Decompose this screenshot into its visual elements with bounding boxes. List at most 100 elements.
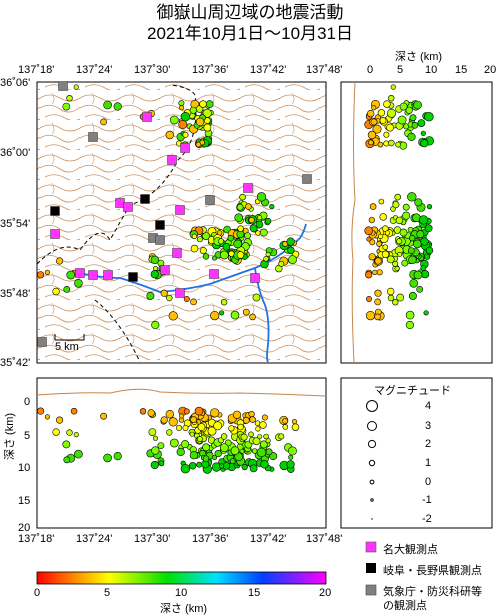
- right-depth-tick-2: 10: [425, 64, 438, 76]
- earthquake-event: [230, 446, 240, 456]
- earthquake-event: [232, 410, 242, 419]
- earthquake-event: [74, 278, 83, 288]
- earthquake-event: [183, 408, 190, 415]
- earthquake-event: [412, 239, 422, 249]
- earthquake-event: [103, 453, 112, 463]
- colorbar-label: 深さ (km): [160, 603, 208, 615]
- right-depth-tick-0: 0: [367, 64, 374, 76]
- earthquake-event: [291, 423, 300, 431]
- magnitude-legend-box: [340, 377, 493, 529]
- earthquake-event: [219, 463, 225, 469]
- earthquake-event: [282, 418, 288, 424]
- earthquake-event: [219, 310, 225, 316]
- station-marker: [58, 81, 68, 91]
- earthquake-event: [227, 234, 234, 242]
- earthquake-event: [70, 407, 78, 415]
- earthquake-event: [383, 140, 390, 147]
- earthquake-event: [195, 141, 202, 148]
- earthquake-event: [369, 239, 376, 246]
- bottom-lon-tick-1: 137˚24': [76, 533, 113, 545]
- earthquake-event: [396, 293, 405, 302]
- earthquake-event: [219, 250, 229, 260]
- colorbar-tick-0: 0: [34, 587, 41, 599]
- earthquake-event: [378, 198, 385, 205]
- earthquake-event: [180, 464, 191, 474]
- earthquake-event: [420, 237, 429, 246]
- earthquake-event: [66, 270, 76, 280]
- map-lon-tick-0: 137˚18': [18, 64, 55, 76]
- earthquake-event: [386, 255, 395, 264]
- earthquake-event: [409, 234, 416, 242]
- earthquake-event: [291, 419, 298, 425]
- earthquake-event: [113, 102, 122, 111]
- mag-label-4: 4: [425, 400, 432, 412]
- map-lat-tick-4: 35˚42': [0, 357, 31, 369]
- earthquake-event: [392, 201, 400, 209]
- earthquake-event: [397, 251, 403, 257]
- earthquake-event: [424, 253, 431, 260]
- earthquake-event: [364, 226, 374, 235]
- station-marker: [243, 183, 253, 193]
- earthquake-event: [139, 408, 147, 415]
- earthquake-event: [259, 421, 267, 429]
- map-lat-tick-0: 36˚06': [0, 77, 31, 89]
- earthquake-event: [55, 257, 64, 265]
- earthquake-event: [218, 238, 225, 245]
- earthquake-event: [390, 84, 396, 90]
- earthquake-event: [207, 426, 217, 436]
- earthquake-event: [413, 100, 422, 110]
- earthquake-event: [376, 240, 382, 247]
- earthquake-event: [407, 192, 417, 202]
- bottom-depth-tick-0: 0: [24, 396, 31, 408]
- mag-label-neg1: -1: [422, 494, 432, 506]
- station-marker: [175, 205, 185, 215]
- earthquake-event: [63, 285, 71, 293]
- earthquake-event: [222, 242, 231, 251]
- earthquake-event: [368, 253, 376, 261]
- mag-label-neg2: -2: [422, 513, 432, 525]
- bottom-depth-tick-3: 15: [18, 495, 31, 507]
- earthquake-event: [148, 428, 157, 436]
- earthquake-event: [402, 203, 410, 211]
- bottom-lon-tick-0: 137˚18': [18, 533, 55, 545]
- earthquake-event: [366, 236, 372, 242]
- bottom-depth-ylabel: 深さ (km): [4, 412, 16, 460]
- earthquake-event: [378, 233, 384, 239]
- legend-label-jma-nied-1: 気象庁・防災科研等: [383, 586, 482, 598]
- earthquake-event: [395, 141, 401, 148]
- earthquake-event: [405, 320, 415, 330]
- earthquake-event: [169, 438, 179, 448]
- earthquake-event: [157, 442, 165, 449]
- earthquake-event: [189, 451, 199, 460]
- earthquake-event: [237, 423, 244, 431]
- mag-label-1: 1: [425, 457, 432, 469]
- earthquake-event: [397, 115, 407, 125]
- depth-panel-right: [340, 81, 493, 364]
- earthquake-event: [44, 414, 51, 420]
- earthquake-event: [44, 269, 51, 276]
- map-lat-tick-1: 36˚00': [0, 147, 31, 159]
- earthquake-event: [229, 458, 236, 465]
- earthquake-event: [252, 293, 261, 302]
- earthquake-event: [396, 238, 403, 245]
- earthquake-event: [278, 433, 285, 440]
- earthquake-event: [202, 455, 210, 462]
- station-marker: [75, 268, 85, 278]
- station-marker: [123, 202, 133, 212]
- station-marker: [37, 337, 47, 347]
- earthquake-event: [242, 416, 250, 424]
- earthquake-event: [203, 123, 212, 132]
- earthquake-event: [189, 462, 197, 470]
- earthquake-event: [405, 106, 413, 114]
- earthquake-event: [399, 102, 408, 111]
- map-lon-tick-3: 137˚36': [192, 64, 229, 76]
- earthquake-event: [219, 443, 229, 453]
- earthquake-event: [257, 215, 263, 221]
- earthquake-event: [248, 217, 255, 224]
- earthquake-event: [407, 226, 414, 233]
- earthquake-event: [190, 416, 197, 424]
- earthquake-event: [376, 269, 383, 276]
- earthquake-event: [399, 228, 408, 237]
- earthquake-event: [384, 230, 391, 236]
- earthquake-event: [278, 260, 285, 267]
